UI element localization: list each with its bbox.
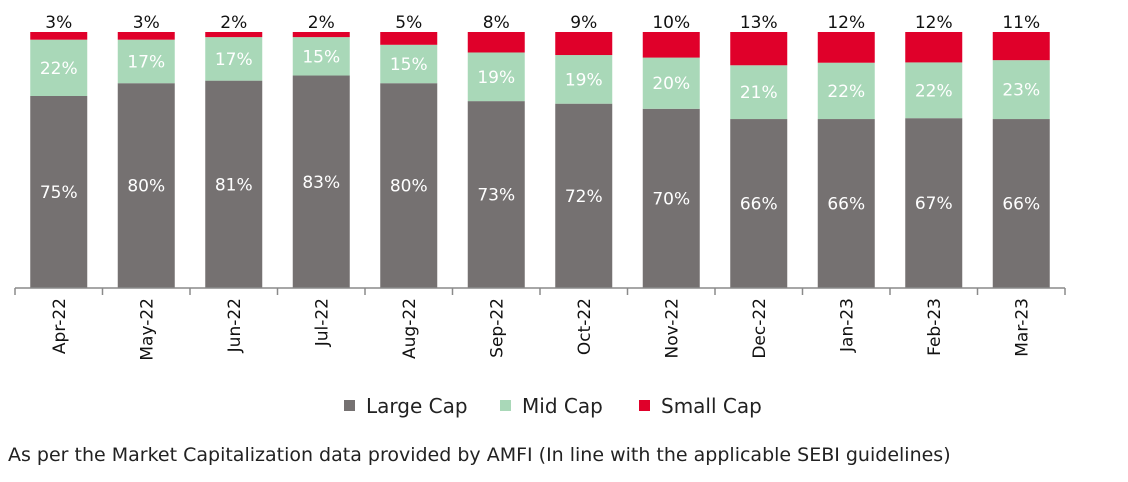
label-mid-cap-jan-23: 22% bbox=[827, 82, 865, 102]
label-small-cap-mar-23: 11% bbox=[1002, 13, 1040, 33]
bar-mid-cap-mar-23 bbox=[992, 60, 1050, 120]
bar-small-cap-jul-22 bbox=[292, 32, 350, 38]
label-small-cap-nov-22: 10% bbox=[652, 13, 690, 33]
label-large-cap-mar-23: 66% bbox=[1002, 195, 1040, 215]
legend-label-mid-cap: Mid Cap bbox=[522, 394, 603, 418]
bar-small-cap-dec-22 bbox=[730, 32, 788, 66]
label-small-cap-dec-22: 13% bbox=[740, 13, 778, 33]
legend-label-large-cap: Large Cap bbox=[366, 394, 468, 418]
bar-small-cap-mar-23 bbox=[992, 32, 1050, 61]
bar-small-cap-sep-22 bbox=[467, 32, 525, 53]
label-large-cap-jan-23: 66% bbox=[827, 195, 865, 215]
data-labels-group: 75% 22% 3% 80% 17% 3% 81% 17% 2% 83% 15% 2% 80% 15% 5%… bbox=[40, 13, 1040, 215]
x-tick-aug-22: Aug-22 bbox=[400, 298, 420, 359]
label-large-cap-jun-22: 81% bbox=[215, 175, 253, 195]
label-mid-cap-mar-23: 23% bbox=[1002, 81, 1040, 101]
bars-group bbox=[30, 32, 1050, 289]
label-mid-cap-nov-22: 20% bbox=[652, 74, 690, 94]
label-large-cap-oct-22: 72% bbox=[565, 187, 603, 207]
label-mid-cap-sep-22: 19% bbox=[477, 68, 515, 88]
legend-swatch-mid-cap bbox=[500, 400, 511, 411]
bar-large-cap-sep-22 bbox=[467, 101, 525, 289]
x-tick-labels: Apr-22 May-22 Jun-22 Jul-22 Aug-22 Sep-22 Oct-… bbox=[50, 298, 1033, 361]
bar-small-cap-oct-22 bbox=[555, 32, 613, 56]
bar-mid-cap-apr-22 bbox=[30, 39, 88, 96]
bar-mid-cap-sep-22 bbox=[467, 52, 525, 102]
label-small-cap-feb-23: 12% bbox=[915, 13, 953, 33]
x-tick-apr-22: Apr-22 bbox=[50, 298, 70, 354]
bar-small-cap-nov-22 bbox=[642, 32, 700, 58]
bar-large-cap-jan-23 bbox=[817, 119, 875, 288]
label-large-cap-dec-22: 66% bbox=[740, 195, 778, 215]
bar-large-cap-jul-22 bbox=[292, 75, 350, 289]
bar-mid-cap-may-22 bbox=[117, 39, 175, 84]
label-mid-cap-oct-22: 19% bbox=[565, 70, 603, 90]
bar-small-cap-apr-22 bbox=[30, 32, 88, 40]
x-tick-sep-22: Sep-22 bbox=[487, 298, 507, 358]
label-mid-cap-feb-23: 22% bbox=[915, 81, 953, 101]
x-tick-may-22: May-22 bbox=[137, 298, 157, 361]
label-large-cap-jul-22: 83% bbox=[302, 173, 340, 193]
bar-small-cap-may-22 bbox=[117, 32, 175, 40]
bar-mid-cap-dec-22 bbox=[730, 65, 788, 120]
bar-small-cap-aug-22 bbox=[380, 32, 438, 45]
x-axis bbox=[14, 287, 1066, 295]
bar-large-cap-aug-22 bbox=[380, 83, 438, 288]
bar-large-cap-oct-22 bbox=[555, 103, 613, 289]
bar-mid-cap-nov-22 bbox=[642, 57, 700, 109]
bar-small-cap-jan-23 bbox=[817, 32, 875, 63]
x-tick-jul-22: Jul-22 bbox=[312, 298, 332, 347]
label-small-cap-jul-22: 2% bbox=[308, 13, 335, 33]
label-large-cap-feb-23: 67% bbox=[915, 194, 953, 214]
label-small-cap-may-22: 3% bbox=[133, 13, 160, 33]
bar-large-cap-feb-23 bbox=[905, 118, 963, 289]
bar-small-cap-feb-23 bbox=[905, 32, 963, 63]
label-small-cap-jan-23: 12% bbox=[827, 13, 865, 33]
x-tick-jan-23: Jan-23 bbox=[837, 298, 857, 353]
bar-large-cap-jun-22 bbox=[205, 80, 263, 288]
x-tick-dec-22: Dec-22 bbox=[750, 298, 770, 359]
bar-small-cap-jun-22 bbox=[205, 32, 263, 38]
bar-large-cap-mar-23 bbox=[992, 119, 1050, 288]
label-small-cap-jun-22: 2% bbox=[220, 13, 247, 33]
bar-mid-cap-jul-22 bbox=[292, 37, 350, 76]
label-small-cap-aug-22: 5% bbox=[395, 13, 422, 33]
label-mid-cap-apr-22: 22% bbox=[40, 59, 78, 79]
x-tick-feb-23: Feb-23 bbox=[925, 298, 945, 356]
label-mid-cap-may-22: 17% bbox=[127, 52, 165, 72]
x-tick-jun-22: Jun-22 bbox=[225, 298, 245, 353]
label-small-cap-sep-22: 8% bbox=[483, 13, 510, 33]
label-large-cap-may-22: 80% bbox=[127, 177, 165, 197]
legend-label-small-cap: Small Cap bbox=[661, 394, 762, 418]
legend-swatch-small-cap bbox=[639, 400, 650, 411]
bar-large-cap-apr-22 bbox=[30, 96, 88, 288]
bar-large-cap-nov-22 bbox=[642, 108, 700, 288]
x-tick-mar-23: Mar-23 bbox=[1012, 298, 1032, 357]
bar-large-cap-may-22 bbox=[117, 83, 175, 288]
label-mid-cap-dec-22: 21% bbox=[740, 83, 778, 103]
legend: Large Cap Mid Cap Small Cap bbox=[344, 394, 762, 418]
x-tick-oct-22: Oct-22 bbox=[575, 298, 595, 355]
bar-mid-cap-aug-22 bbox=[380, 44, 438, 84]
footnote: As per the Market Capitalization data pr… bbox=[8, 444, 951, 466]
label-mid-cap-aug-22: 15% bbox=[390, 55, 428, 75]
label-small-cap-apr-22: 3% bbox=[45, 13, 72, 33]
x-tick-nov-22: Nov-22 bbox=[662, 298, 682, 359]
label-large-cap-apr-22: 75% bbox=[40, 183, 78, 203]
label-mid-cap-jun-22: 17% bbox=[215, 50, 253, 70]
label-small-cap-oct-22: 9% bbox=[570, 13, 597, 33]
bar-mid-cap-jan-23 bbox=[817, 62, 875, 120]
legend-swatch-large-cap bbox=[344, 400, 355, 411]
bar-mid-cap-jun-22 bbox=[205, 37, 263, 81]
bar-large-cap-dec-22 bbox=[730, 119, 788, 288]
label-large-cap-sep-22: 73% bbox=[477, 186, 515, 206]
label-large-cap-aug-22: 80% bbox=[390, 177, 428, 197]
bar-mid-cap-oct-22 bbox=[555, 55, 613, 104]
label-large-cap-nov-22: 70% bbox=[652, 189, 690, 209]
label-mid-cap-jul-22: 15% bbox=[302, 47, 340, 67]
bar-mid-cap-feb-23 bbox=[905, 62, 963, 119]
